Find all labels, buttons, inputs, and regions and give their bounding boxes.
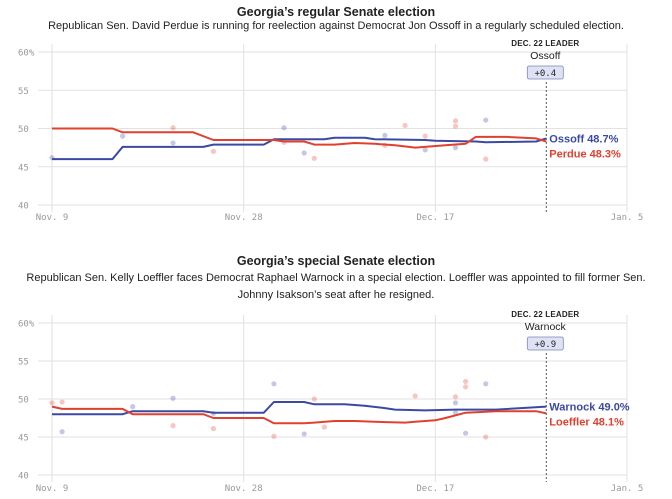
poll-dot bbox=[452, 123, 459, 129]
leader-label: DEC. 22 LEADER bbox=[511, 39, 579, 48]
poll-dot bbox=[402, 122, 408, 129]
y-tick-label: 50 bbox=[18, 125, 29, 135]
poll-dot bbox=[271, 381, 277, 387]
y-tick-label: 55 bbox=[18, 358, 29, 368]
chart-subtitle: Republican Sen. David Perdue is running … bbox=[48, 20, 624, 32]
leader-margin-badge bbox=[526, 336, 564, 351]
x-tick-label: Nov. 28 bbox=[225, 213, 263, 223]
poll-dot bbox=[120, 133, 126, 139]
poll-dot bbox=[452, 118, 459, 124]
end-label-ossoff: Ossoff 48.7% bbox=[549, 133, 618, 145]
poll-dot bbox=[422, 133, 428, 139]
x-tick-label: Jan. 5 bbox=[611, 484, 644, 494]
poll-dot bbox=[452, 400, 459, 406]
poll-dot bbox=[301, 431, 307, 437]
poll-dot bbox=[210, 148, 217, 155]
x-tick-label: Dec. 17 bbox=[416, 213, 454, 223]
y-tick-label: 50 bbox=[18, 396, 29, 406]
poll-dot bbox=[170, 423, 176, 429]
chart-title: Georgia’s regular Senate election bbox=[236, 5, 436, 19]
end-label-loeffler: Loeffler 48.1% bbox=[549, 417, 624, 429]
x-tick-label: Jan. 5 bbox=[611, 213, 644, 223]
y-tick-label: 55 bbox=[18, 87, 29, 97]
x-tick-label: Nov. 9 bbox=[36, 213, 69, 223]
poll-dot bbox=[59, 399, 65, 405]
chart-title: Georgia’s special Senate election bbox=[236, 254, 436, 268]
poll-dot bbox=[130, 404, 136, 410]
poll-dot bbox=[422, 147, 428, 153]
chart-panel-special: Georgia’s special Senate election Republ… bbox=[0, 250, 672, 499]
series-line-ossoff bbox=[52, 136, 547, 161]
leader-name: Ossoff bbox=[530, 50, 560, 62]
poll-dot bbox=[483, 156, 489, 162]
poll-dot bbox=[170, 125, 176, 131]
poll-dot bbox=[483, 434, 489, 440]
poll-dot bbox=[271, 433, 277, 439]
series-line-perdue bbox=[52, 127, 547, 149]
poll-dot bbox=[210, 426, 217, 432]
poll-dot bbox=[462, 378, 469, 385]
y-tick-label: 40 bbox=[18, 472, 29, 482]
leader-margin-badge bbox=[526, 65, 564, 80]
poll-dot bbox=[483, 381, 489, 387]
y-tick-label: 60% bbox=[18, 49, 35, 59]
chart-regular-election: 60% 55 50 45 40 Nov. 9 Nov. 28 Dec. 17 Jan. 5 DEC… bbox=[18, 39, 644, 223]
x-tick-label: Dec. 17 bbox=[416, 484, 454, 494]
leader-margin: +0.4 bbox=[534, 69, 556, 79]
y-tick-label: 45 bbox=[18, 163, 29, 173]
poll-dot bbox=[49, 400, 55, 406]
poll-dot bbox=[452, 394, 459, 400]
poll-dot bbox=[412, 393, 418, 399]
end-label-perdue: Perdue 48.3% bbox=[549, 148, 621, 160]
poll-dot bbox=[452, 145, 459, 151]
x-tick-label: Nov. 28 bbox=[225, 484, 263, 494]
series-line-loeffler bbox=[51, 405, 547, 425]
y-tick-label: 40 bbox=[18, 202, 29, 212]
poll-dot bbox=[483, 117, 489, 123]
poll-dot bbox=[382, 132, 388, 138]
poll-dot bbox=[462, 430, 469, 436]
y-tick-label: 60% bbox=[18, 320, 35, 330]
poll-dot bbox=[281, 125, 287, 131]
poll-dot bbox=[170, 395, 176, 401]
series-line-warnock bbox=[52, 401, 547, 416]
poll-dot bbox=[462, 384, 469, 390]
poll-dot bbox=[311, 396, 317, 402]
chart-panel-regular: Georgia’s regular Senate election Republ… bbox=[0, 0, 672, 240]
leader-label: DEC. 22 LEADER bbox=[511, 310, 579, 319]
poll-dot bbox=[301, 150, 307, 156]
poll-dot bbox=[311, 155, 317, 161]
poll-dot bbox=[321, 424, 327, 430]
end-label-warnock: Warnock 49.0% bbox=[549, 402, 630, 414]
leader-margin: +0.9 bbox=[534, 340, 556, 350]
chart-subtitle: Republican Sen. Kelly Loeffler faces Dem… bbox=[26, 272, 646, 301]
y-tick-label: 45 bbox=[18, 434, 29, 444]
poll-dot bbox=[170, 140, 176, 146]
x-tick-label: Nov. 9 bbox=[36, 484, 69, 494]
poll-dot bbox=[59, 429, 65, 435]
leader-name: Warnock bbox=[525, 321, 567, 333]
